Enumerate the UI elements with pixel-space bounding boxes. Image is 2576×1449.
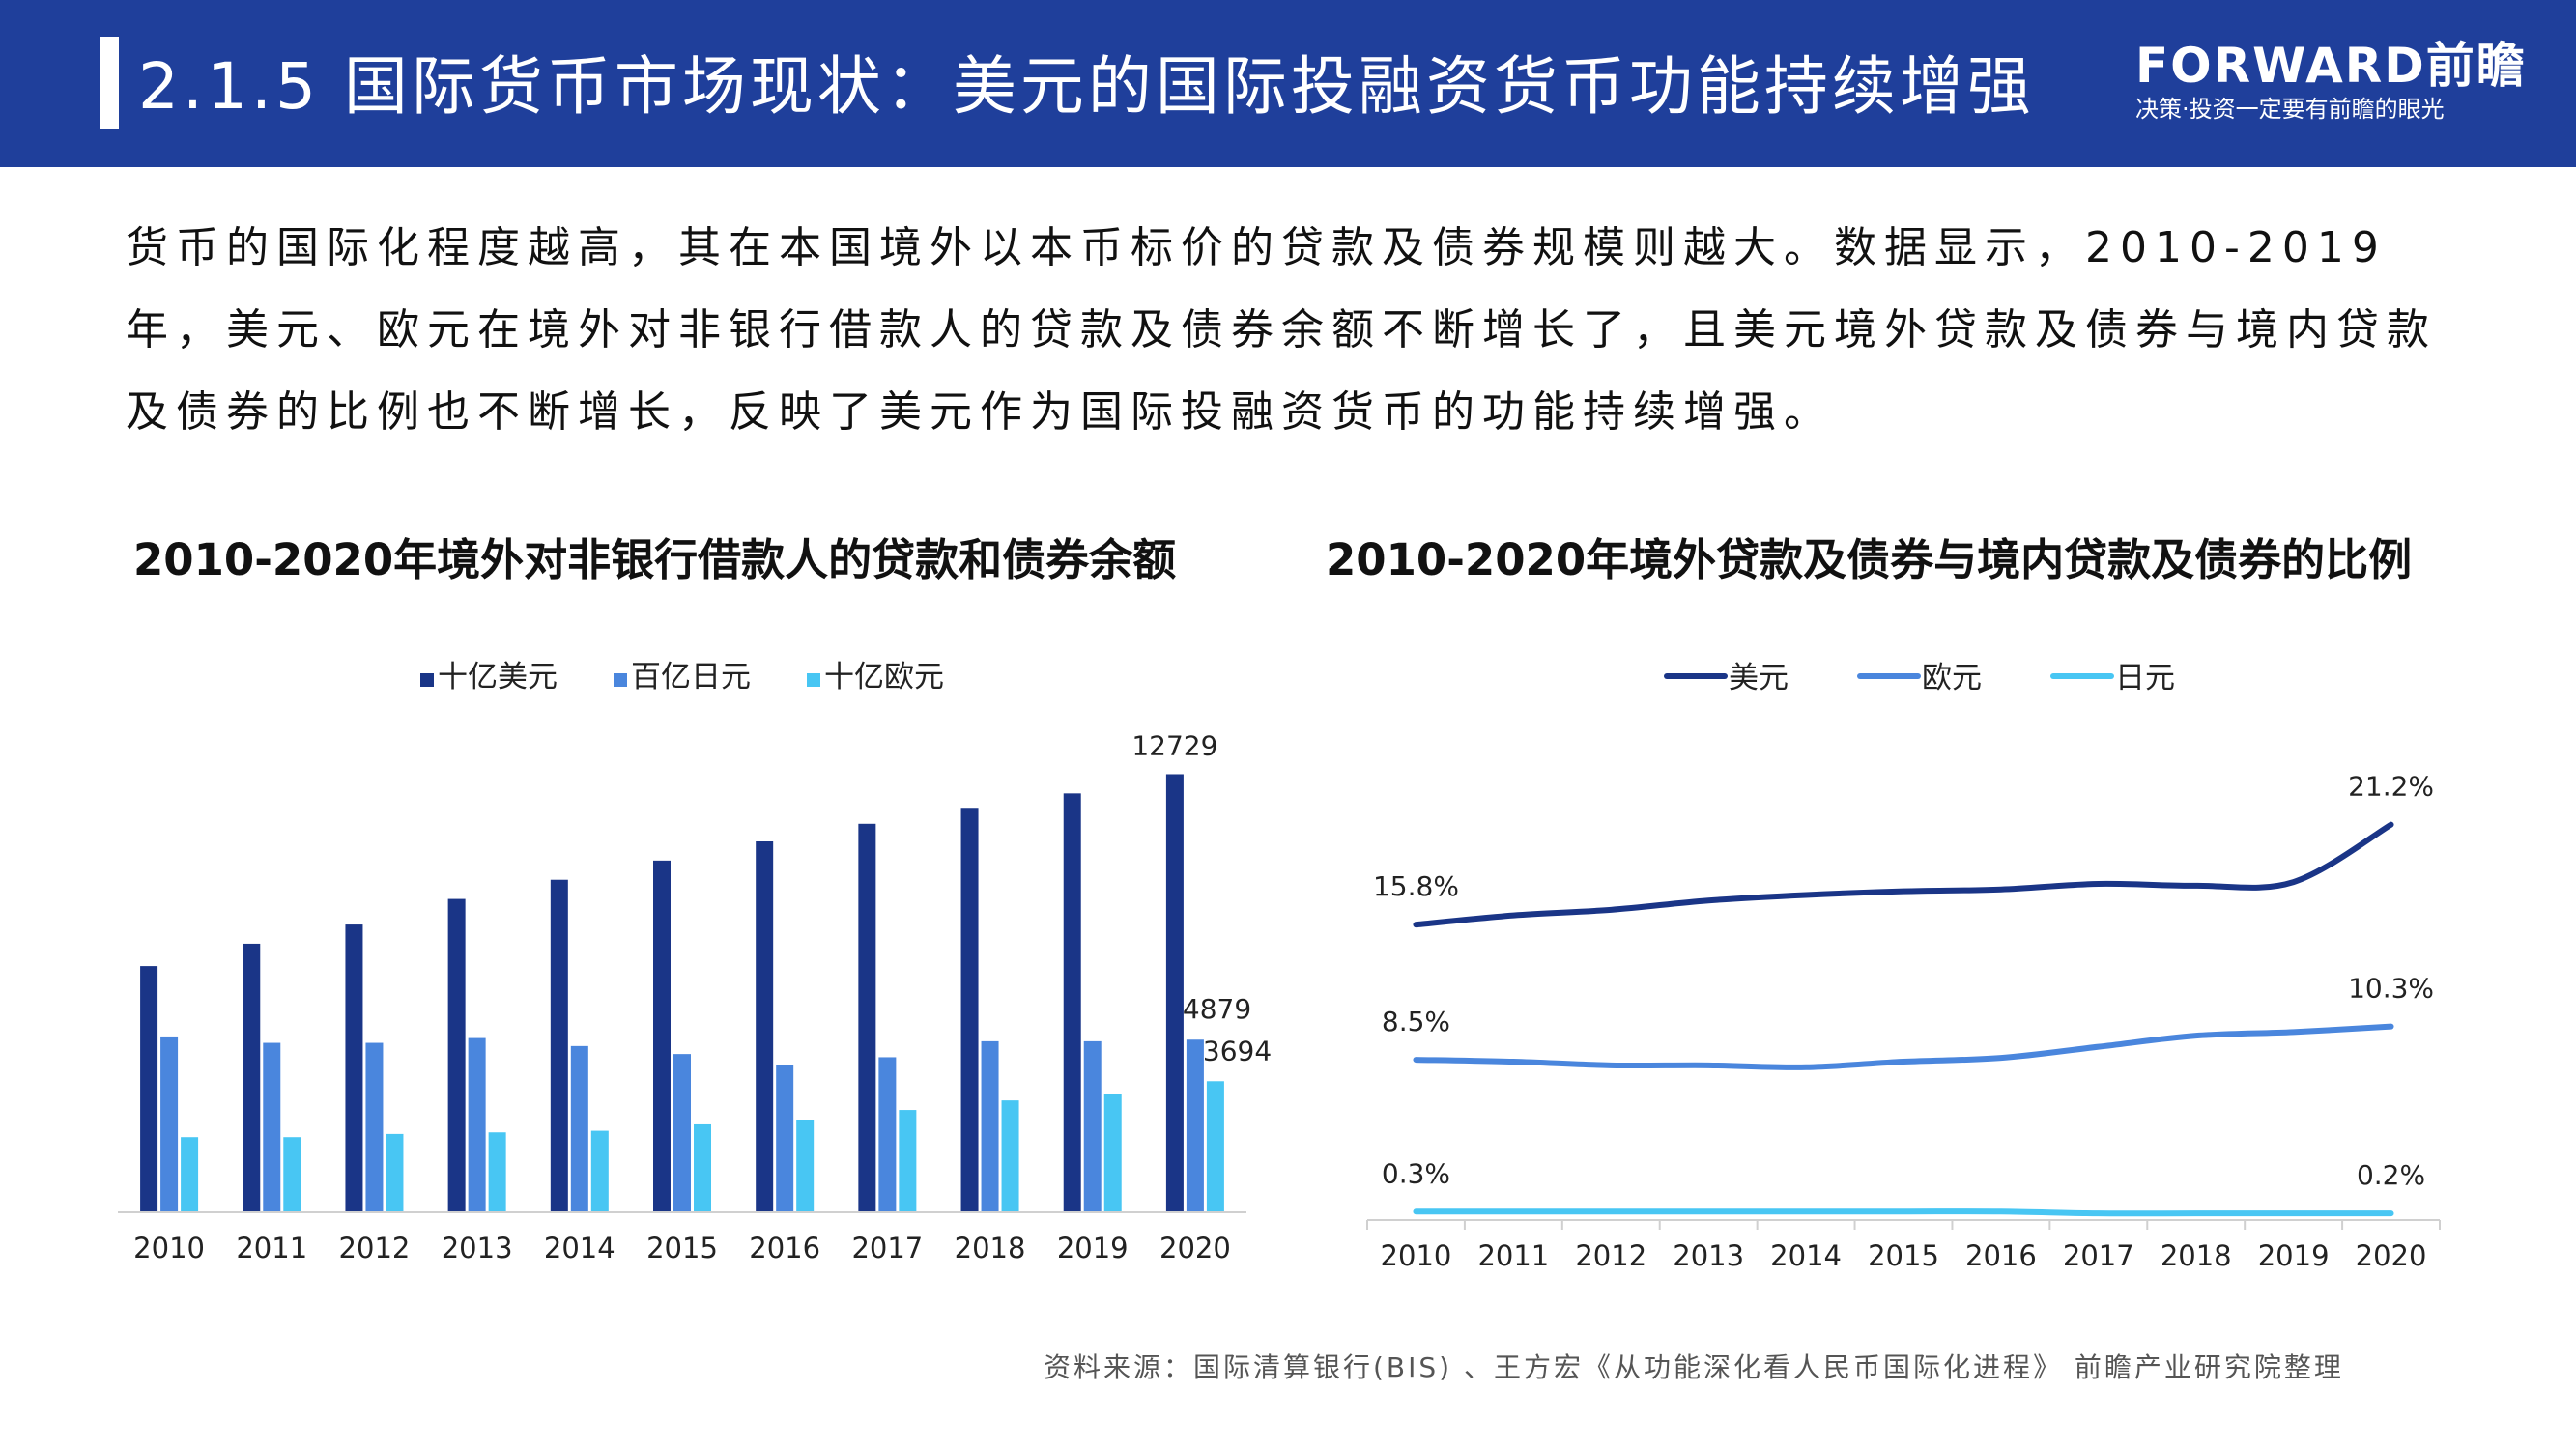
legend-label-0: 美元 [1729,661,1789,696]
bar-十亿欧元-2020 [1206,1081,1224,1212]
line-x-tick-2011: 2011 [1477,1239,1549,1272]
legend-swatch-2 [807,673,820,687]
bar-十亿美元-2012 [345,924,363,1212]
legend-label-2: 十亿欧元 [824,660,944,695]
bar-x-tick-2013: 2013 [442,1232,513,1264]
bar-x-tick-2017: 2017 [851,1232,923,1264]
bar-十亿美元-2018 [960,808,979,1212]
bar-十亿美元-2014 [550,879,568,1212]
bar-百亿日元-2020 [1186,1039,1204,1212]
bar-十亿美元-2016 [756,841,774,1212]
line-x-tick-2014: 2014 [1770,1239,1842,1272]
line-x-tick-2013: 2013 [1673,1239,1744,1272]
forward-logo: FORWARD前瞻 决策·投资一定要有前瞻的眼光 [2135,38,2527,135]
bar-十亿欧元-2012 [386,1133,404,1212]
bar-十亿欧元-2019 [1103,1094,1122,1212]
line-chart-title: 2010-2020年境外贷款及债券与境内贷款及债券的比例 [1326,534,2413,585]
bar-data-label-1: 4879 [1183,993,1251,1025]
bar-x-tick-2016: 2016 [749,1232,820,1264]
legend-swatch-0 [420,673,434,687]
bar-十亿美元-2020 [1165,774,1184,1212]
line-data-label-4: 0.3% [1382,1157,1450,1189]
legend-swatch-1 [614,673,627,687]
line-x-tick-2012: 2012 [1575,1239,1646,1272]
legend-label-0: 十亿美元 [438,660,558,695]
bar-chart-title: 2010-2020年境外对非银行借款人的贷款和债券余额 [133,534,1177,585]
bar-x-tick-2015: 2015 [646,1232,718,1264]
bar-百亿日元-2018 [981,1040,999,1212]
bar-十亿欧元-2017 [899,1110,917,1212]
line-data-label-5: 0.2% [2357,1159,2425,1191]
bar-x-tick-2019: 2019 [1057,1232,1129,1264]
bar-十亿欧元-2010 [181,1137,199,1212]
line-x-tick-2010: 2010 [1381,1239,1452,1272]
bar-百亿日元-2014 [570,1045,588,1212]
bar-x-tick-2011: 2011 [236,1232,307,1264]
bar-十亿欧元-2018 [1001,1100,1019,1212]
bar-十亿欧元-2014 [590,1130,609,1212]
bar-x-tick-2014: 2014 [544,1232,615,1264]
line-data-label-0: 15.8% [1373,870,1459,902]
line-chart-legend: 美元 欧元 日元 [1664,661,2175,696]
bar-data-label-2: 3694 [1203,1035,1272,1066]
bar-十亿美元-2013 [447,898,466,1212]
bar-x-tick-2020: 2020 [1159,1232,1231,1264]
bar-chart-legend: 十亿美元 百亿日元 十亿欧元 [420,660,944,695]
bar-十亿欧元-2011 [283,1137,301,1212]
bar-百亿日元-2016 [776,1065,794,1212]
bar-百亿日元-2015 [673,1054,691,1212]
line-series-欧元 [1413,1023,2394,1070]
line-data-label-1: 21.2% [2348,771,2434,803]
bar-百亿日元-2019 [1083,1040,1102,1212]
bar-十亿欧元-2015 [694,1123,711,1212]
header-banner: 2.1.5 国际货币市场现状：美元的国际投融资货币功能持续增强 FORWARD前… [0,0,2576,167]
bar-十亿美元-2010 [140,966,158,1212]
bar-x-tick-2010: 2010 [133,1232,205,1264]
bar-data-label-0: 12729 [1131,729,1217,761]
bar-十亿美元-2019 [1063,793,1081,1212]
bar-百亿日元-2012 [365,1042,384,1212]
intro-paragraph: 货币的国际化程度越高，其在本国境外以本币标价的贷款及债券规模则越大。数据显示，2… [126,223,2437,437]
page-title: 2.1.5 国际货币市场现状：美元的国际投融资货币功能持续增强 [138,49,2035,124]
bar-十亿欧元-2016 [796,1120,815,1212]
title-accent-bar [100,37,119,129]
line-x-tick-2015: 2015 [1868,1239,1939,1272]
legend-label-1: 欧元 [1922,661,1982,696]
line-series-美元 [1413,821,2394,928]
line-x-tick-2020: 2020 [2356,1239,2427,1272]
line-chart: 美元 欧元 日元 2010 2011 2012 2013 2014 2015 2016 2017 20… [1366,661,2441,1272]
logo-slogan: 决策·投资一定要有前瞻的眼光 [2135,96,2445,123]
bar-chart: 十亿美元 百亿日元 十亿欧元 2010 2011 2012 2013 2014 2015 2016… [118,660,1272,1264]
line-x-tick-2019: 2019 [2258,1239,2330,1272]
bar-x-tick-2018: 2018 [955,1232,1026,1264]
logo-text: FORWARD前瞻 [2135,38,2527,94]
bar-百亿日元-2017 [878,1057,897,1212]
bar-百亿日元-2010 [160,1036,179,1212]
line-x-tick-2016: 2016 [1965,1239,2037,1272]
bar-十亿美元-2017 [858,823,876,1212]
bar-x-tick-2012: 2012 [339,1232,411,1264]
line-x-tick-2018: 2018 [2161,1239,2232,1272]
legend-label-2: 日元 [2115,661,2175,696]
line-x-tick-2017: 2017 [2063,1239,2134,1272]
bar-十亿欧元-2013 [488,1132,506,1212]
bar-百亿日元-2011 [263,1042,281,1212]
bar-十亿美元-2011 [243,943,261,1212]
line-data-label-3: 10.3% [2348,973,2434,1005]
bar-百亿日元-2013 [468,1037,486,1212]
line-data-label-2: 8.5% [1382,1006,1450,1037]
bar-十亿美元-2015 [653,860,671,1212]
legend-label-1: 百亿日元 [631,660,751,695]
source-note: 资料来源：国际清算银行(BIS) 、王方宏《从功能深化看人民币国际化进程》 前瞻… [1044,1351,2344,1383]
line-series-日元 [1413,1208,2394,1217]
